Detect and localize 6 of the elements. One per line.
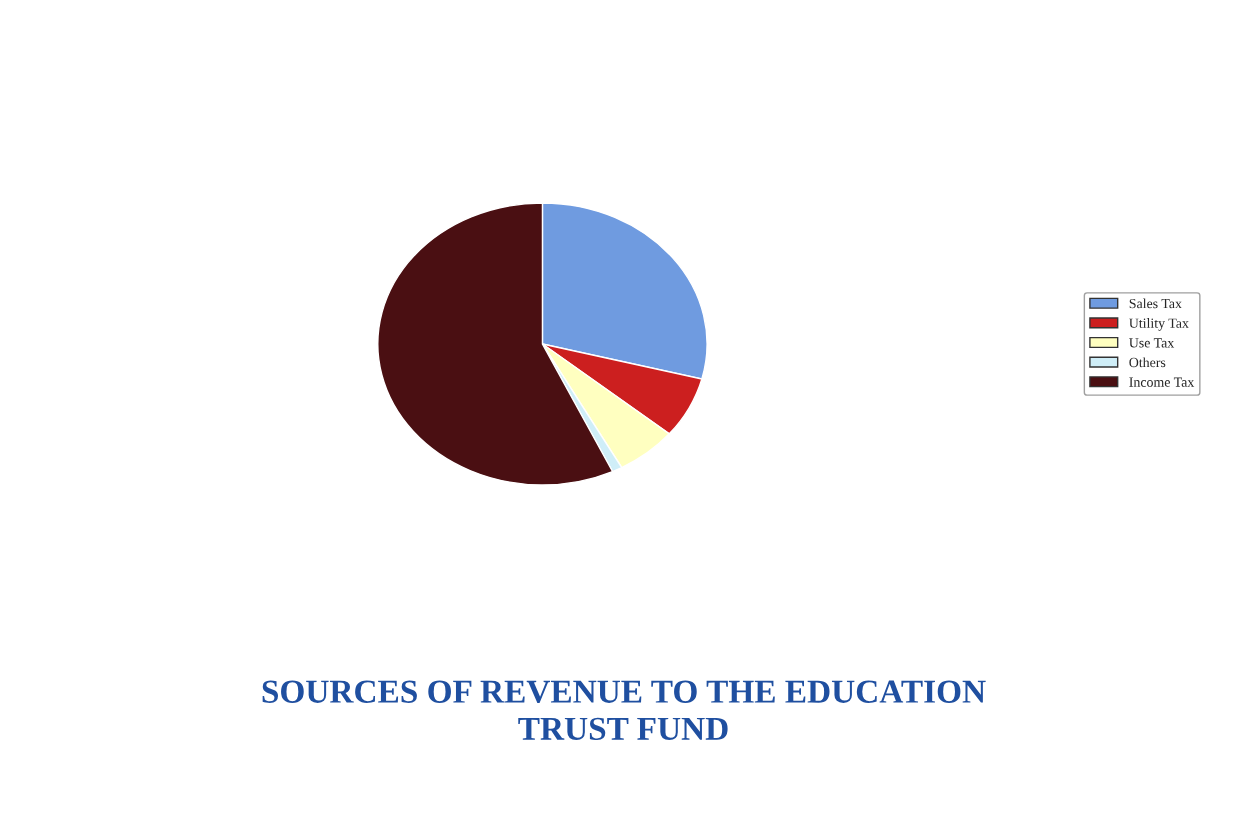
legend-label: Sales Tax: [1129, 298, 1182, 309]
legend-label: Income Tax: [1129, 377, 1195, 387]
legend-label: Others: [1129, 357, 1166, 368]
text: SOURCES OF REVENUE TO THE EDUCATION TRUST FUND: [262, 680, 986, 741]
legend-label: Utility Tax: [1129, 318, 1189, 331]
legend-label: Use Tax: [1129, 338, 1175, 348]
